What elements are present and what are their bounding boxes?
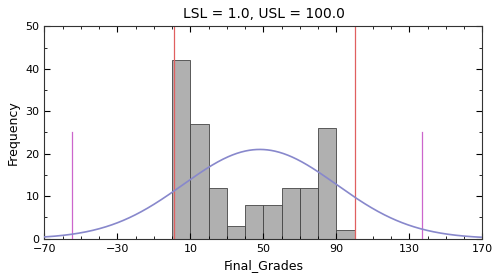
Bar xyxy=(190,124,208,239)
Bar xyxy=(172,60,191,239)
Bar xyxy=(318,128,336,239)
Bar xyxy=(336,230,354,239)
Y-axis label: Frequency: Frequency xyxy=(7,100,20,165)
Bar xyxy=(227,226,245,239)
Bar xyxy=(264,205,281,239)
X-axis label: Final_Grades: Final_Grades xyxy=(224,259,304,272)
Bar xyxy=(208,188,227,239)
Bar xyxy=(245,205,264,239)
Title: LSL = 1.0, USL = 100.0: LSL = 1.0, USL = 100.0 xyxy=(182,7,344,21)
Bar xyxy=(300,188,318,239)
Bar xyxy=(282,188,300,239)
